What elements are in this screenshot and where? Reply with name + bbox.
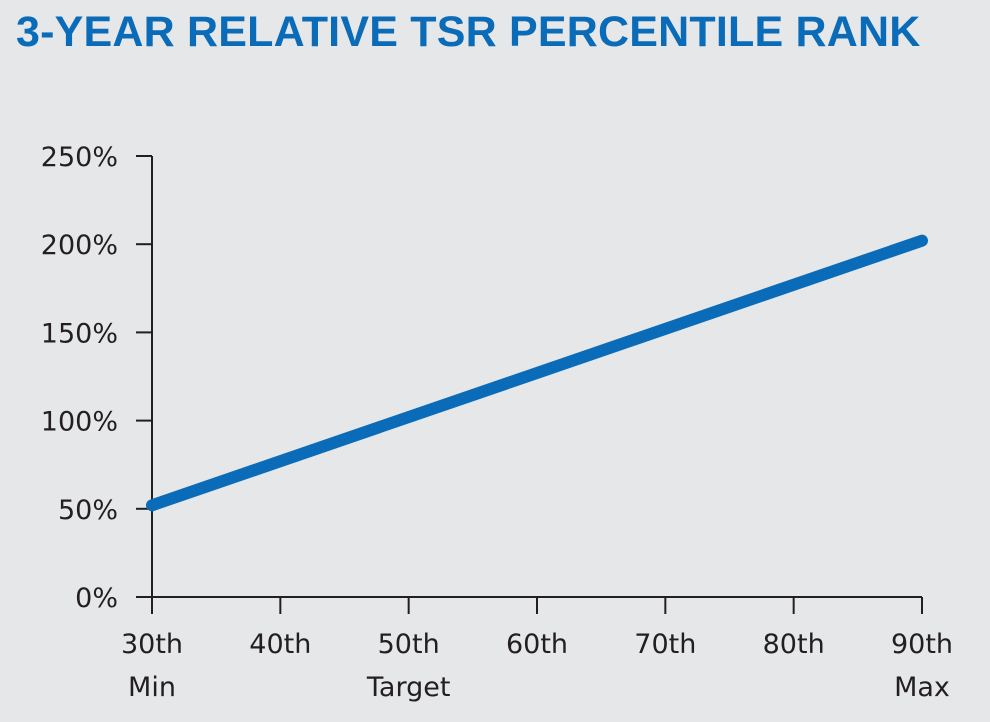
x-tick-sublabel: Min [128,672,176,703]
y-tick-label: 50% [58,495,118,526]
x-tick-sublabel: Target [366,672,451,703]
x-tick-sublabel: Max [894,672,950,703]
y-tick-label: 200% [41,230,118,261]
x-tick-label: 40th [249,629,311,660]
series-line [146,234,928,512]
y-tick-label: 150% [41,318,118,349]
y-tick-label: 0% [75,583,118,614]
x-tick-label: 80th [763,629,825,660]
x-tick-label: 60th [506,629,568,660]
x-tick-label: 70th [634,629,696,660]
chart-title: 3-YEAR RELATIVE TSR PERCENTILE RANK [16,8,921,56]
x-tick-label: 30th [121,629,183,660]
y-tick-label: 100% [41,407,118,438]
x-tick-label: 90th [891,629,953,660]
y-tick-label: 250% [41,142,118,173]
x-tick-label: 50th [378,629,440,660]
